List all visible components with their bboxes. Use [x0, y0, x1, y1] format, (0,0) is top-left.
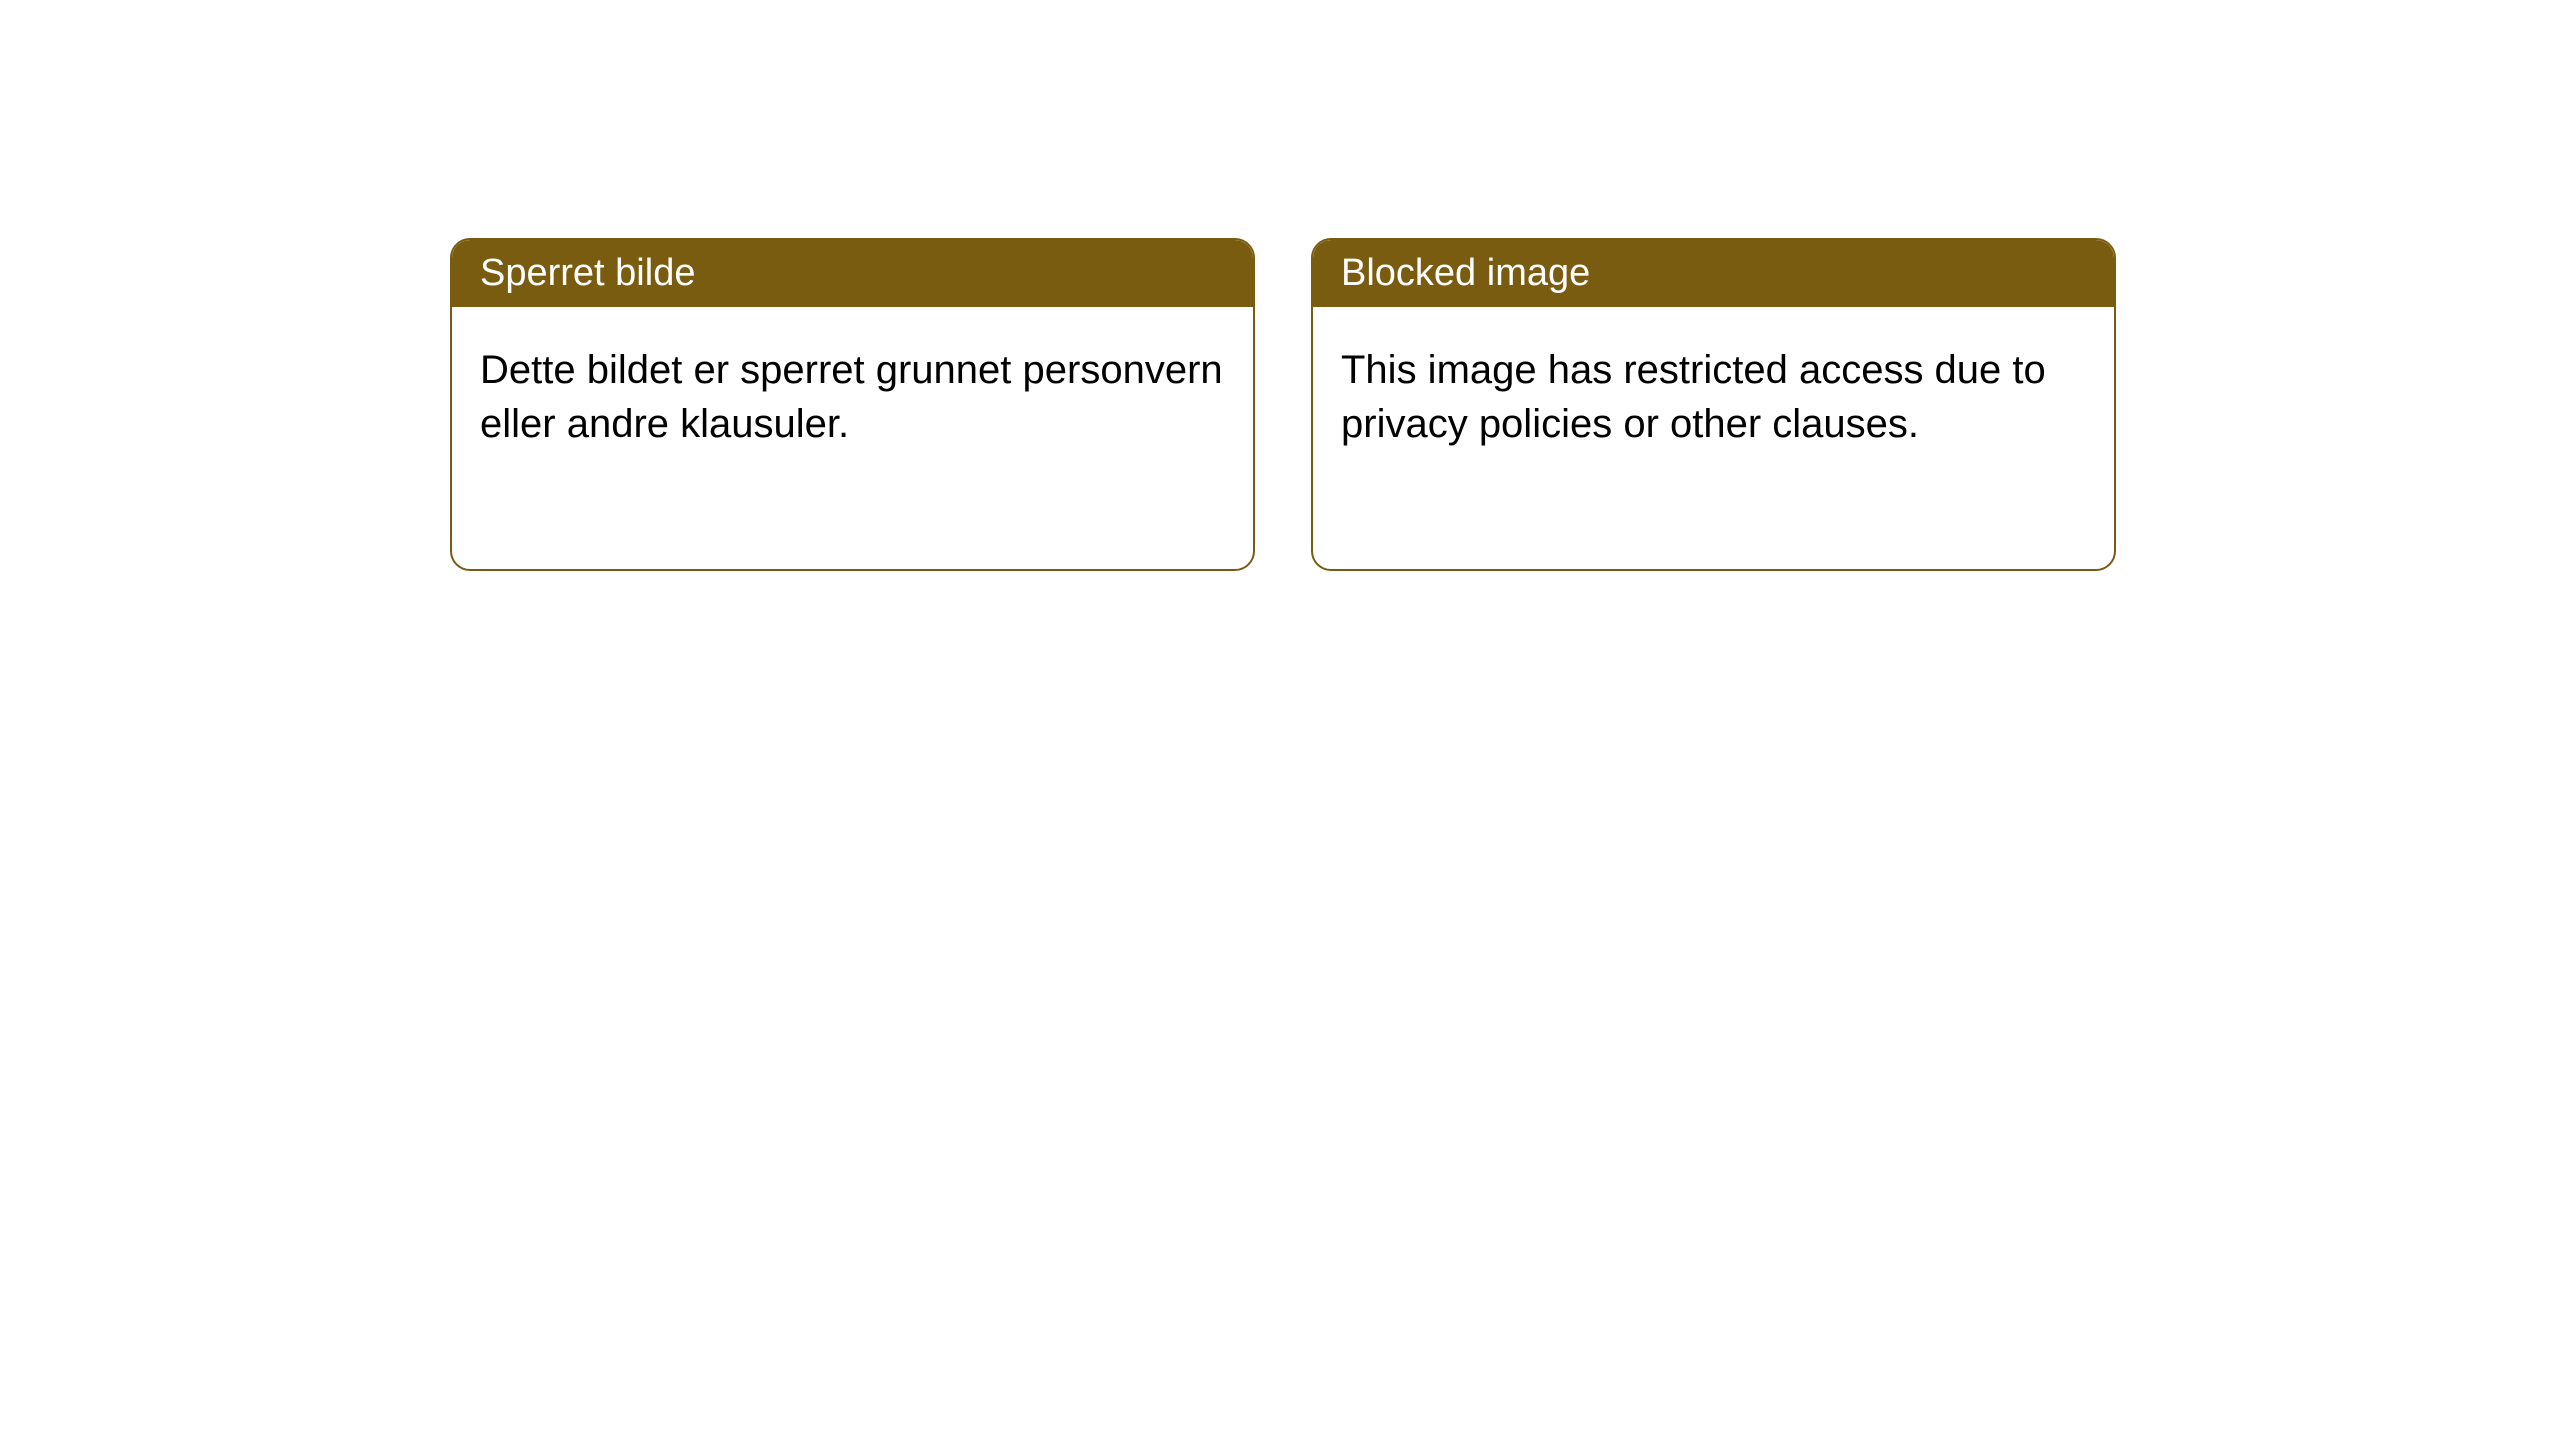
panel-body: This image has restricted access due to … [1313, 307, 2114, 487]
info-panel-english: Blocked image This image has restricted … [1311, 238, 2116, 571]
panel-header: Blocked image [1313, 240, 2114, 307]
panel-header: Sperret bilde [452, 240, 1253, 307]
info-panels-container: Sperret bilde Dette bildet er sperret gr… [450, 238, 2116, 571]
info-panel-norwegian: Sperret bilde Dette bildet er sperret gr… [450, 238, 1255, 571]
panel-body: Dette bildet er sperret grunnet personve… [452, 307, 1253, 487]
